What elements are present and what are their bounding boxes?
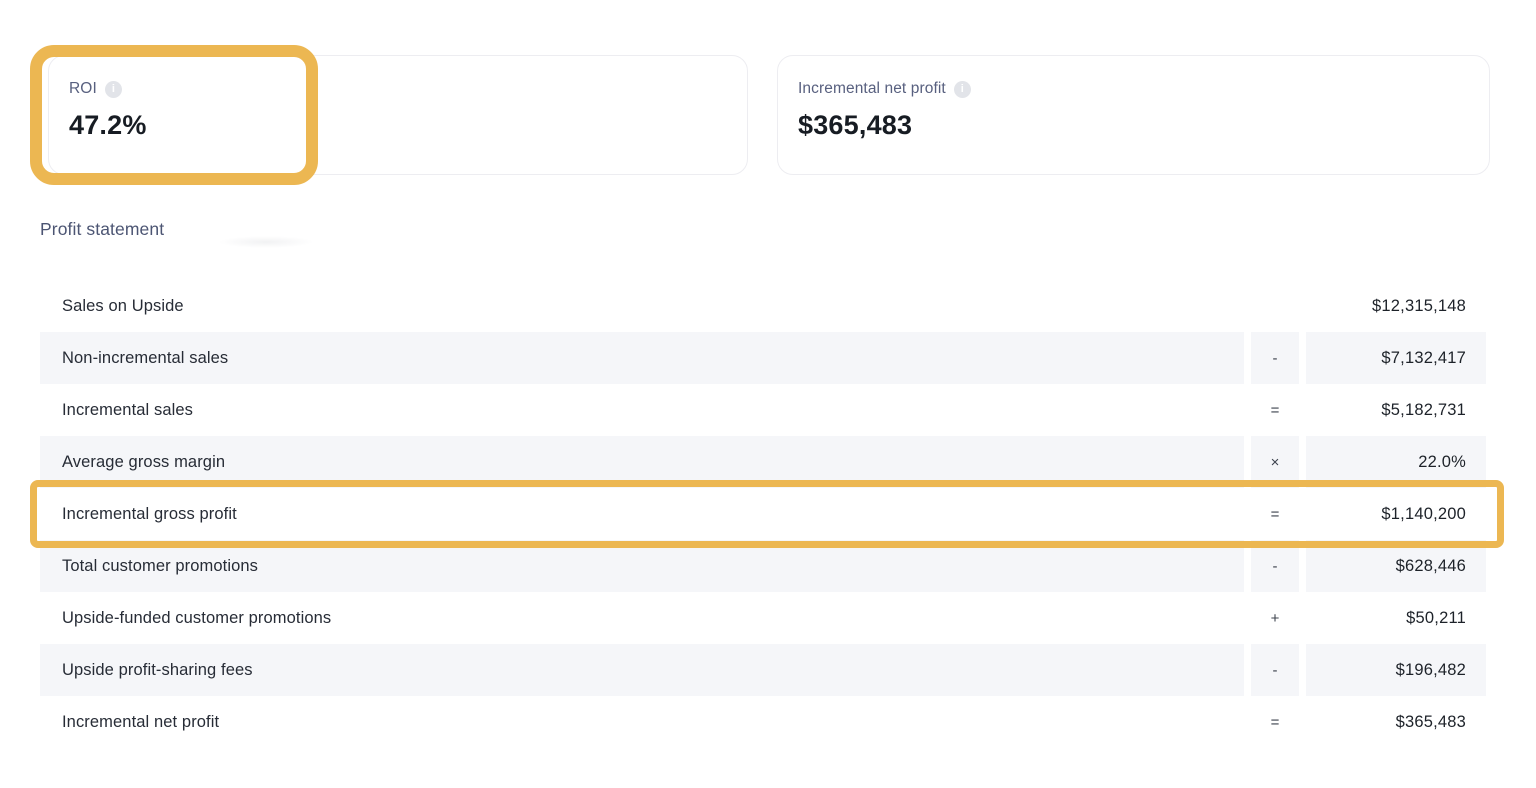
statement-row: Upside-funded customer promotions + $50,… bbox=[40, 592, 1486, 644]
row-label: Total customer promotions bbox=[40, 540, 1244, 592]
metric-value: 47.2% bbox=[69, 110, 147, 140]
row-label: Upside-funded customer promotions bbox=[62, 608, 332, 627]
title-shadow-smudge bbox=[218, 236, 314, 248]
row-value: $628,446 bbox=[1306, 540, 1486, 592]
row-value: $365,483 bbox=[1395, 712, 1466, 731]
row-value: $50,211 bbox=[1406, 608, 1466, 627]
metric-value: $365,483 bbox=[798, 110, 913, 140]
statement-row: Non-incremental sales - $7,132,417 bbox=[40, 332, 1486, 384]
statement-row: Sales on Upside $12,315,148 bbox=[40, 280, 1486, 332]
info-icon[interactable]: i bbox=[104, 80, 122, 98]
row-operator: - bbox=[1251, 644, 1299, 696]
row-value: $12,315,148 bbox=[1372, 296, 1466, 315]
metric-card-incremental-net-profit: Incremental net profit i $365,483 bbox=[777, 55, 1490, 175]
row-label: Incremental gross profit bbox=[62, 504, 237, 523]
statement-row: Incremental net profit = $365,483 bbox=[40, 696, 1486, 748]
row-label: Non-incremental sales bbox=[40, 332, 1244, 384]
row-operator: = bbox=[1270, 505, 1280, 523]
row-label: Upside profit-sharing fees bbox=[40, 644, 1244, 696]
metric-label: ROI bbox=[69, 80, 97, 97]
row-label: Average gross margin bbox=[40, 436, 1244, 488]
row-value: $1,140,200 bbox=[1381, 504, 1466, 523]
row-operator bbox=[1251, 280, 1299, 332]
metric-header: Incremental net profit i bbox=[798, 80, 1469, 98]
row-operator: = bbox=[1270, 401, 1280, 419]
row-value: $5,182,731 bbox=[1381, 400, 1466, 419]
statement-row: Incremental sales = $5,182,731 bbox=[40, 384, 1486, 436]
row-operator: - bbox=[1251, 332, 1299, 384]
row-label: Incremental net profit bbox=[62, 712, 220, 731]
metric-header: ROI i bbox=[69, 80, 727, 98]
statement-row: Incremental gross profit = $1,140,200 bbox=[30, 480, 1504, 548]
row-value: 22.0% bbox=[1306, 436, 1486, 488]
row-value: $7,132,417 bbox=[1306, 332, 1486, 384]
row-label: Incremental sales bbox=[62, 400, 194, 419]
metric-label: Incremental net profit bbox=[798, 80, 946, 97]
metric-cards-row: ROI i 47.2% Incremental net profit i $36… bbox=[48, 55, 1490, 175]
row-operator: × bbox=[1251, 436, 1299, 488]
profit-statement-table: Sales on Upside $12,315,148 Non-incremen… bbox=[30, 280, 1504, 748]
row-operator: + bbox=[1270, 609, 1280, 627]
metric-card-roi: ROI i 47.2% bbox=[48, 55, 748, 175]
row-value: $196,482 bbox=[1306, 644, 1486, 696]
row-operator: - bbox=[1251, 540, 1299, 592]
statement-row: Total customer promotions - $628,446 bbox=[40, 540, 1486, 592]
statement-row: Average gross margin × 22.0% bbox=[40, 436, 1486, 488]
row-label: Sales on Upside bbox=[62, 296, 184, 315]
row-operator: = bbox=[1270, 713, 1280, 731]
statement-row: Upside profit-sharing fees - $196,482 bbox=[40, 644, 1486, 696]
section-title: Profit statement bbox=[40, 219, 165, 239]
info-icon[interactable]: i bbox=[953, 80, 971, 98]
